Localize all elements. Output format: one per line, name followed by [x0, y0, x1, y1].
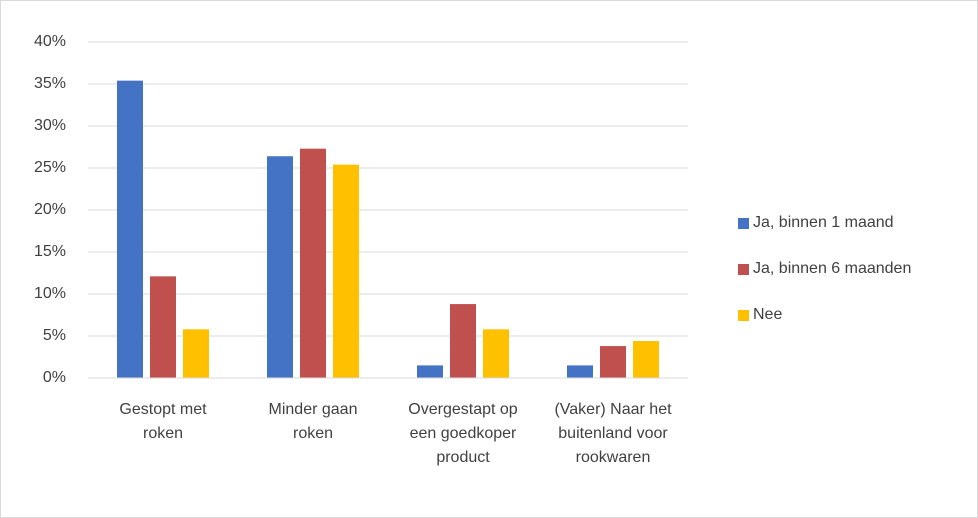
bar — [633, 341, 659, 378]
bar — [183, 329, 209, 378]
legend-swatch — [738, 217, 749, 229]
bar — [333, 164, 359, 378]
legend-label: Ja, binnen 6 maanden — [753, 260, 912, 277]
legend-swatch — [738, 309, 749, 321]
bar — [150, 276, 176, 378]
x-tick-label: Overgestapt op een goedkoper product — [408, 401, 518, 466]
y-tick-label: 5% — [42, 327, 66, 344]
bar — [267, 156, 293, 378]
y-tick-label: 10% — [33, 285, 66, 302]
y-tick-label: 15% — [33, 243, 66, 260]
y-tick-label: 35% — [33, 75, 66, 92]
bar — [450, 304, 476, 378]
y-tick-label: 0% — [42, 369, 66, 386]
legend-item: Nee — [738, 303, 782, 327]
bar — [300, 148, 326, 378]
legend-label: Nee — [753, 306, 783, 323]
bar — [567, 365, 593, 378]
y-tick-label: 30% — [33, 117, 66, 134]
x-tick-label: Minder gaan roken — [268, 401, 358, 442]
bar — [117, 80, 143, 378]
legend-item: Ja, binnen 1 maand — [738, 211, 894, 235]
y-tick-label: 40% — [33, 33, 66, 50]
y-tick-label: 20% — [33, 201, 66, 218]
bar — [483, 329, 509, 378]
x-tick-label: (Vaker) Naar het buitenland voor rookwar… — [554, 401, 672, 466]
x-tick-label: Gestopt met roken — [119, 401, 207, 442]
legend-item: Ja, binnen 6 maanden — [738, 257, 911, 281]
bar — [600, 346, 626, 378]
legend-label: Ja, binnen 1 maand — [753, 214, 894, 231]
legend-swatch — [738, 263, 749, 275]
bar — [417, 365, 443, 378]
y-tick-label: 25% — [33, 159, 66, 176]
